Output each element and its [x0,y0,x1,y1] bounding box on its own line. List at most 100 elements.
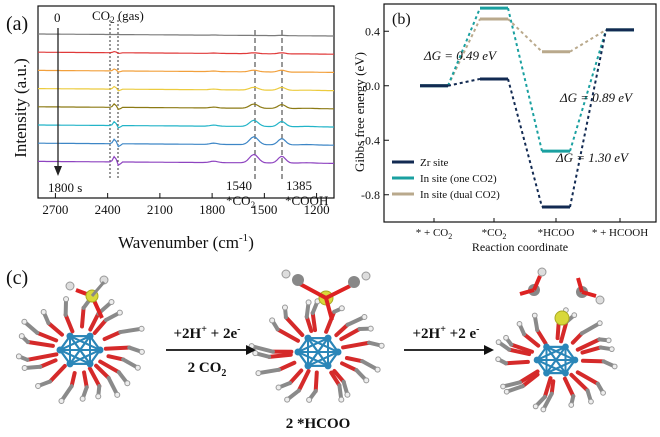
step1-top-label: +2H+ + 2e- [174,324,241,342]
hydrogen-atom [495,339,502,346]
ligand-bond [579,321,602,336]
energy-connector [507,18,543,53]
ligand-bond [296,369,311,393]
energy-connector [447,7,481,87]
ligand-bond [509,342,535,354]
ligand-bond [517,369,540,385]
xcat-label: *CO2 [482,227,507,241]
ligand-bond [329,370,342,388]
metal-atom [66,360,74,368]
hydrogen-atom [21,364,28,371]
step2-top-label: +2H+ +2 e- [413,324,480,342]
cluster-structure-1 [15,294,145,404]
cluster-structure-2 [248,298,385,403]
peak2-num: 1385 [286,178,312,193]
ligand-bond [283,315,305,337]
hydrogen-atom [116,309,123,316]
ligand-bond [324,309,337,334]
panel-a-xlabel: Wavenumber (cm-1) [118,232,254,252]
legend-label: Zr site [420,157,449,169]
panel-a-xticks: 2700 2400 2100 1800 1500 1200 [42,193,330,217]
adsorbate-1 [65,275,109,319]
ligand-bond [345,315,367,327]
adsorbate-2 [281,269,371,321]
energy-connector [507,78,543,208]
formic-acid-molecules [519,267,605,326]
hydrogen-atom [40,308,47,315]
ligand-bond [332,368,346,384]
metal-atom [86,332,94,340]
hydrogen-atom [516,321,523,327]
ligand-bond [535,328,548,346]
ligand-bond [25,352,59,362]
hydrogen-atom [134,364,141,371]
xcat-label: *HCOO [538,227,575,239]
panel-a: (a) Intensity (a.u.) Wavenumber (cm-1) 2… [6,5,335,252]
panel-b-xlabel: Reaction coordinate [472,240,568,254]
metal-atom [334,348,342,356]
xtick-label: 1500 [251,202,277,217]
ligand-bond [88,311,101,332]
annot-end: 1800 s [48,180,82,195]
hydrogen-atom [532,403,539,410]
metal-bond [545,346,567,374]
panel-c-label: (c) [6,267,28,289]
ligand-bond [522,332,541,348]
hydrogen-atom [252,350,259,357]
hydrogen-atom [503,388,510,395]
hydrogen-atom [306,396,313,403]
metal-atom [294,348,302,356]
ligand-bond [25,340,55,348]
ligand-bond [501,380,522,389]
hydrogen-atom [284,396,291,403]
peak1-num: 1540 [226,178,252,193]
dg2-annotation: ΔG = 0.89 eV [559,90,634,105]
hydrogen-atom [255,370,262,377]
ligand-bond [570,331,584,345]
ligand-bond [580,345,603,355]
ligand-bond [549,379,556,396]
ytick-label: -0.4 [361,133,380,147]
metal-atom [562,369,569,377]
panel-a-label: (a) [6,13,28,35]
hydrogen-atom [58,397,65,404]
ligand-bond [507,347,532,357]
ligand-bond [106,354,126,362]
ligand-bond [94,363,111,380]
ligand-bond [575,337,602,352]
time-arrow-head [54,166,62,176]
spectrum-line [38,103,334,111]
xtick-label: 2100 [147,202,173,217]
panel-a-spectra [38,33,334,167]
panel-b: (b) Gibbs free energy (eV) Reaction coor… [352,3,657,254]
panel-b-legend: Zr site In site (one CO2) In site (dual CO… [392,157,500,201]
ligand-bond [48,363,67,384]
ligand-bond [569,372,590,393]
legend-label: In site (dual CO2) [420,189,500,201]
ligand-bond [562,376,576,399]
ligand-bond [341,340,372,350]
ligand-bond [275,327,300,343]
metal-atom [96,346,104,354]
ligand-bond [541,391,554,412]
ytick-label: 0.4 [365,24,380,38]
ligand-bond [106,375,120,397]
hydrogen-atom [495,356,502,363]
metal-atom [562,343,569,351]
hydrogen-atom [35,383,42,390]
ytick-label: 0.0 [365,79,380,93]
spectrum-line [38,33,334,37]
panel-b-label: (b) [392,11,411,28]
hydrogen-atom [608,346,615,353]
metal-atom [304,334,312,342]
spectrum-line [38,85,334,92]
ligand-bond [310,311,318,333]
energy-connector [569,29,607,208]
ligand-bond [249,344,275,354]
ligand-bond [92,317,108,336]
hydrogen-atom [114,391,121,398]
energy-connector [507,7,543,152]
metal-bond [297,337,329,353]
panel-b-ylabel: Gibbs free energy (eV) [352,52,367,172]
metal-atom [324,362,332,370]
